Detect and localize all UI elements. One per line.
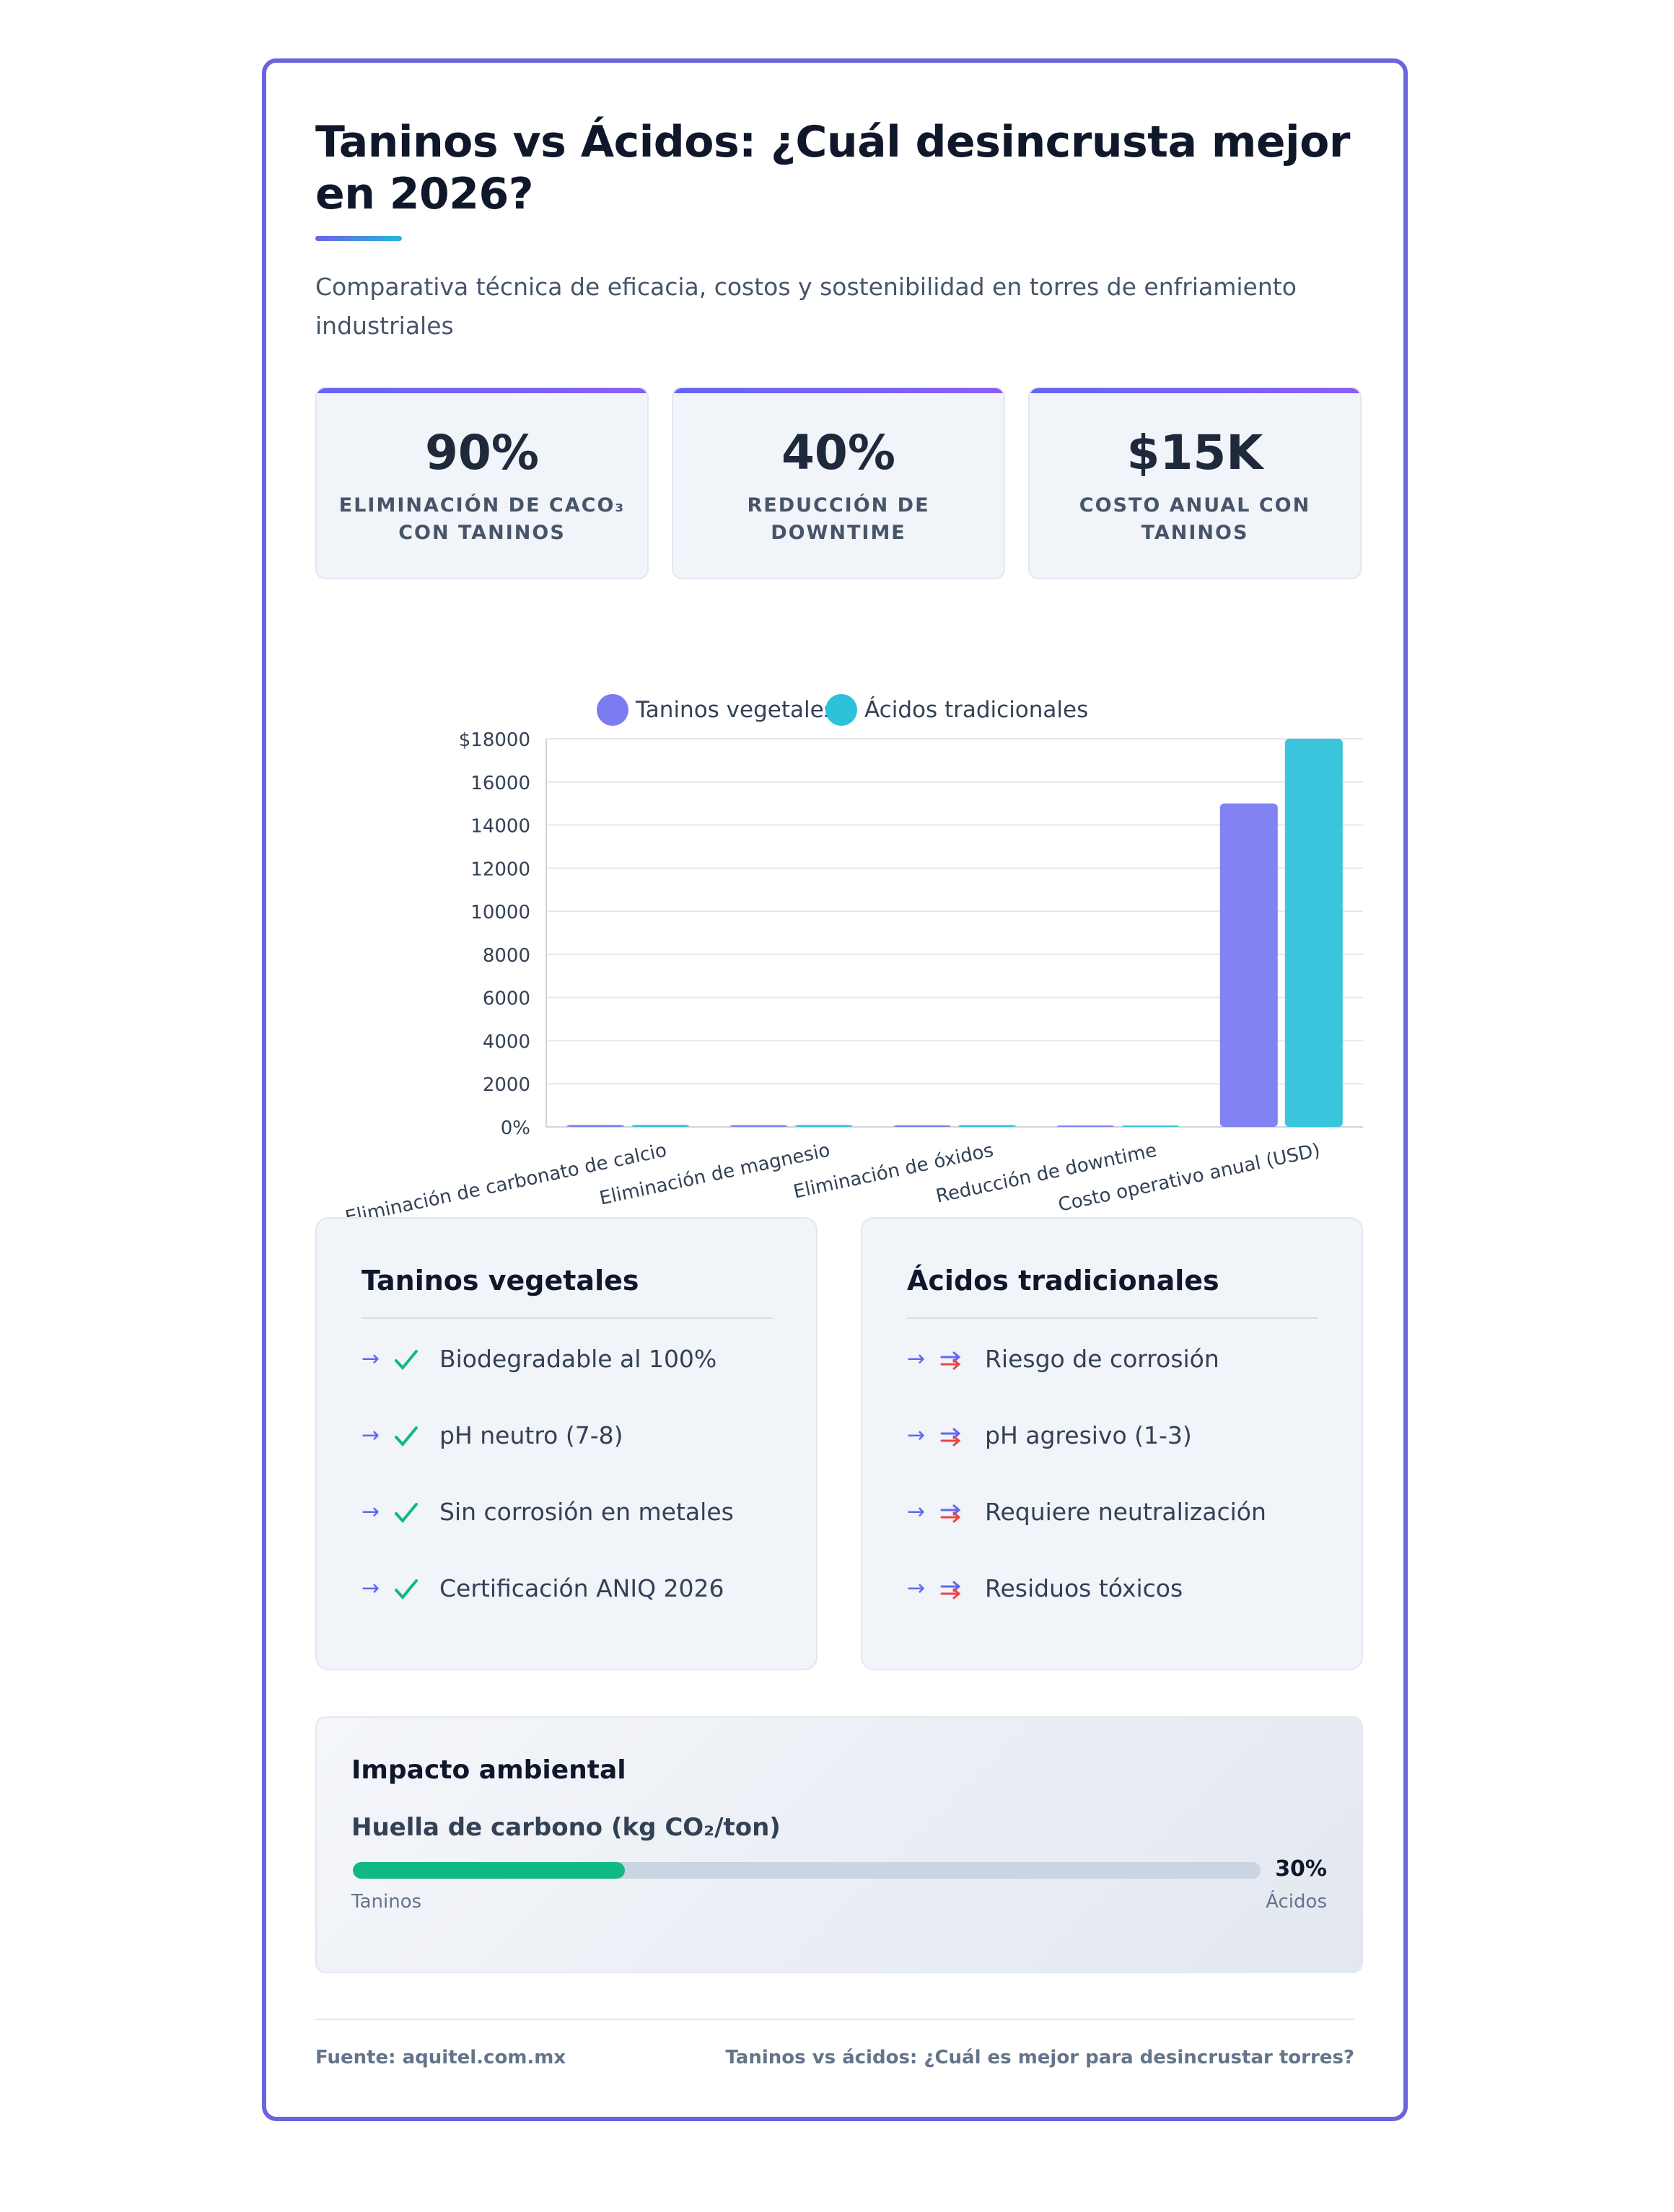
pros-list: → Biodegradable al 100% → pH neutro (7-8) … — [361, 1340, 787, 1646]
list-item-text: Sin corrosión en metales — [439, 1498, 734, 1526]
page-title: Taninos vs Ácidos: ¿Cuál desincrusta mej… — [315, 117, 1350, 219]
bar-acidos[interactable] — [1284, 739, 1343, 1127]
y-tick-label: $18000 — [459, 729, 530, 751]
page-subtitle: Comparativa técnica de eficacia, costos … — [315, 273, 1297, 340]
list-item: → pH agresivo (1-3) — [907, 1416, 1333, 1493]
double-arrow-icon — [940, 1428, 961, 1447]
check-icon — [395, 1579, 418, 1600]
y-tick-label: 6000 — [483, 988, 530, 1010]
arrow-right-icon: → — [361, 1423, 380, 1448]
arrow-right-icon: → — [907, 1499, 926, 1524]
infographic-card: Taninos vs Ácidos: ¿Cuál desincrusta mej… — [262, 58, 1408, 2121]
footer-article-title[interactable]: Taninos vs ácidos: ¿Cuál es mejor para d… — [725, 2047, 1354, 2068]
panel-title: Taninos vegetales — [361, 1265, 639, 1296]
x-tick-label: Costo operativo anual (USD) — [1056, 1140, 1322, 1216]
chart-bars — [566, 739, 1343, 1127]
y-tick-label: 2000 — [483, 1074, 530, 1096]
bar-taninos[interactable] — [893, 1125, 951, 1127]
list-item-text: pH agresivo (1-3) — [985, 1421, 1192, 1449]
panel-divider — [907, 1317, 1318, 1319]
bar-acidos[interactable] — [958, 1125, 1016, 1127]
carbon-percent: 30% — [1275, 1856, 1327, 1882]
impact-metric-label: Huella de carbono (kg CO₂/ton) — [351, 1813, 781, 1842]
double-arrow-icon — [940, 1351, 961, 1370]
kpi-value: 90% — [425, 425, 539, 480]
y-tick-label: 8000 — [483, 945, 530, 967]
y-tick-label: 14000 — [470, 816, 530, 838]
list-item-text: Residuos tóxicos — [985, 1574, 1183, 1602]
bar-taninos[interactable] — [729, 1125, 788, 1127]
list-item-text: Certificación ANIQ 2026 — [439, 1574, 724, 1602]
kpi-value: 40% — [781, 425, 895, 480]
kpi-card-downtime: 40% Reducción de downtime — [672, 387, 1005, 579]
chart-legend: Taninos vegetales Ácidos tradicionales — [597, 694, 1088, 726]
footer-source: Fuente: aquitel.com.mx — [315, 2047, 566, 2068]
bar-acidos[interactable] — [794, 1125, 853, 1127]
check-icon — [395, 1503, 418, 1524]
progress-right-label: Ácidos — [1266, 1891, 1327, 1913]
list-item: → Certificación ANIQ 2026 — [361, 1569, 787, 1646]
impact-title: Impacto ambiental — [351, 1755, 626, 1785]
list-item-text: pH neutro (7-8) — [439, 1421, 623, 1449]
y-axis-ticks: 0% 2000 4000 6000 8000 10000 12000 14000 16000 $1… — [459, 729, 530, 1139]
environmental-impact-section: Impacto ambiental Huella de carbono (kg … — [315, 1716, 1363, 1973]
bar-taninos[interactable] — [566, 1125, 625, 1127]
kpi-label: Costo anual con taninos — [1079, 494, 1311, 544]
bar-taninos[interactable] — [1056, 1125, 1115, 1127]
list-item: → pH neutro (7-8) — [361, 1416, 787, 1493]
panel-taninos: Taninos vegetales → Biodegradable al 100%… — [315, 1217, 818, 1670]
panel-acidos: Ácidos tradicionales → Riesgo de corrosió… — [861, 1217, 1363, 1670]
double-arrow-icon — [940, 1504, 961, 1523]
legend-swatch-acidos[interactable] — [825, 694, 857, 726]
kpi-value: $15K — [1126, 425, 1263, 480]
panel-title: Ácidos tradicionales — [907, 1265, 1219, 1296]
y-tick-label: 4000 — [483, 1031, 530, 1053]
list-item: → Riesgo de corrosión — [907, 1340, 1333, 1416]
arrow-right-icon: → — [907, 1576, 926, 1601]
panel-divider — [361, 1317, 773, 1319]
x-axis-labels: Eliminación de carbonato de calcioElimin… — [343, 1140, 1322, 1229]
list-item: → Biodegradable al 100% — [361, 1340, 787, 1416]
arrow-right-icon: → — [361, 1576, 380, 1601]
kpi-card-caco3: 90% Eliminación de CaCO₃ con taninos — [315, 387, 649, 579]
arrow-right-icon: → — [361, 1346, 380, 1371]
list-item: → Requiere neutralización — [907, 1493, 1333, 1569]
arrow-right-icon: → — [361, 1499, 380, 1524]
y-tick-label: 12000 — [470, 859, 530, 880]
list-item: → Residuos tóxicos — [907, 1569, 1333, 1646]
arrow-right-icon: → — [907, 1346, 926, 1371]
y-tick-label: 10000 — [470, 902, 530, 923]
cons-list: → Riesgo de corrosión → pH agresivo (1-3) … — [907, 1340, 1333, 1646]
check-icon — [395, 1426, 418, 1447]
kpi-card-cost: $15K Costo anual con taninos — [1028, 387, 1362, 579]
title-underline — [315, 236, 402, 241]
progress-left-label: Taninos — [351, 1891, 422, 1913]
bar-acidos[interactable] — [631, 1125, 690, 1127]
double-arrow-icon — [940, 1581, 961, 1599]
legend-label-taninos[interactable]: Taninos vegetales — [635, 697, 836, 723]
bar-chart: Taninos vegetales Ácidos tradicionales 0… — [343, 694, 1363, 1229]
list-item: → Sin corrosión en metales — [361, 1493, 787, 1569]
y-tick-label: 16000 — [470, 773, 530, 794]
list-item-text: Biodegradable al 100% — [439, 1345, 717, 1373]
check-icon — [395, 1350, 418, 1371]
list-item-text: Requiere neutralización — [985, 1498, 1266, 1526]
kpi-label: Reducción de downtime — [747, 494, 930, 544]
bar-taninos[interactable] — [1219, 803, 1278, 1127]
carbon-progress-fill — [353, 1862, 626, 1879]
carbon-progress-track — [353, 1862, 1261, 1879]
legend-label-acidos[interactable]: Ácidos tradicionales — [864, 697, 1088, 723]
kpi-label: Eliminación de CaCO₃ con taninos — [338, 494, 626, 544]
y-tick-label: 0% — [501, 1118, 530, 1139]
legend-swatch-taninos[interactable] — [597, 694, 628, 726]
arrow-right-icon: → — [907, 1423, 926, 1448]
footer-divider — [315, 2019, 1354, 2020]
bar-acidos[interactable] — [1121, 1125, 1180, 1127]
list-item-text: Riesgo de corrosión — [985, 1345, 1219, 1373]
